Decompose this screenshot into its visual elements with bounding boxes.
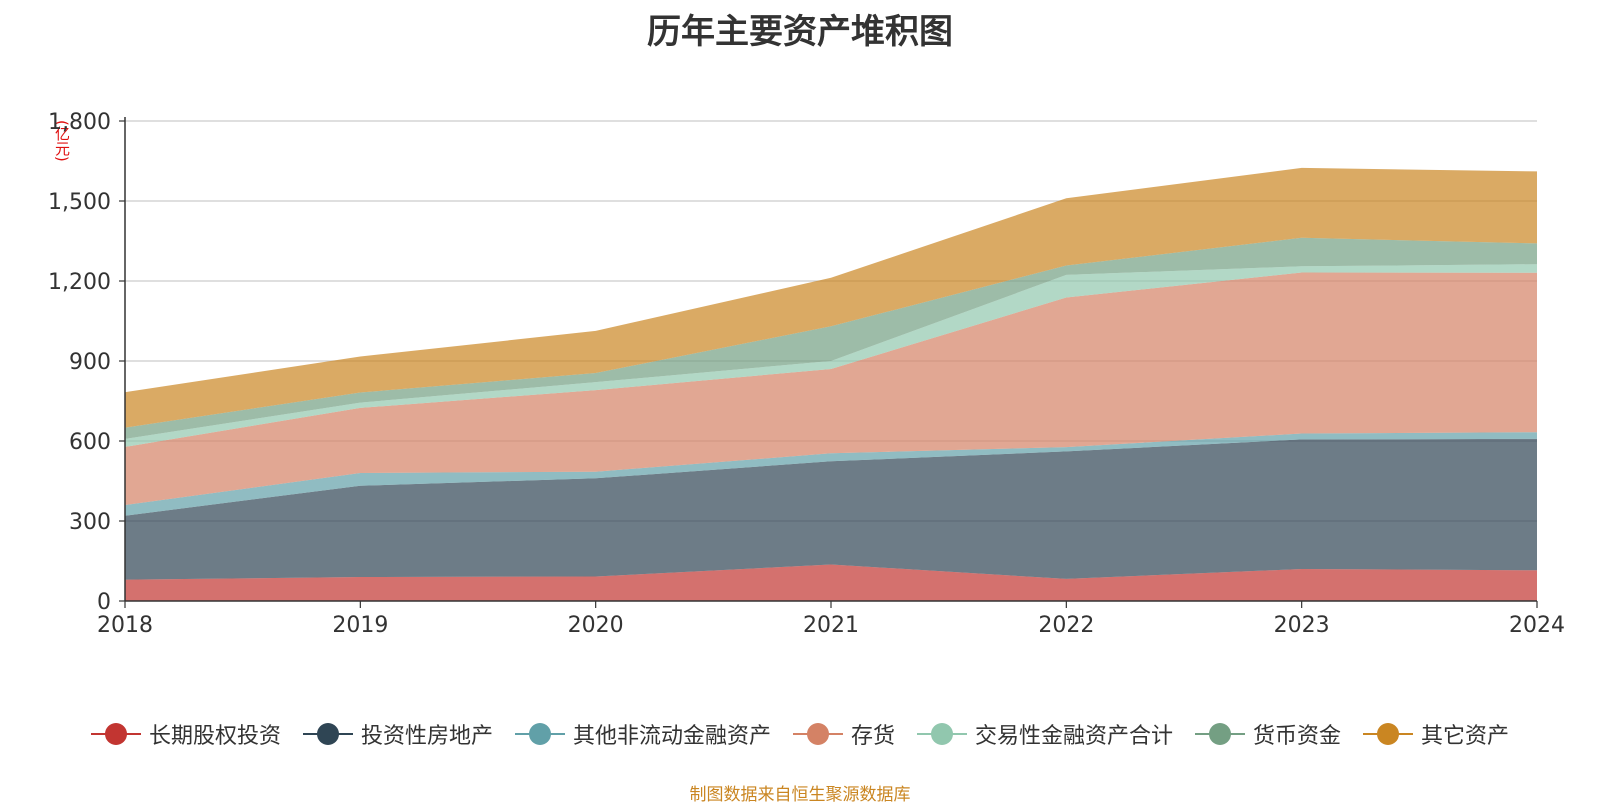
legend-marker-icon — [90, 722, 141, 746]
legend-marker-icon — [302, 722, 353, 746]
legend-item[interactable]: 货币资金 — [1195, 718, 1341, 750]
y-tick-label: 1,500 — [48, 190, 111, 215]
y-axis-unit-label: (亿元) — [53, 120, 71, 162]
legend-marker-icon — [1195, 722, 1246, 746]
y-tick-label: 300 — [69, 510, 111, 535]
x-tick-label: 2024 — [1509, 613, 1565, 638]
legend-label: 存货 — [850, 724, 895, 749]
legend-item[interactable]: 其他非流动金融资产 — [514, 718, 771, 750]
x-tick-label: 2020 — [568, 613, 624, 638]
x-tick-label: 2019 — [332, 613, 388, 638]
x-tick-label: 2018 — [97, 613, 153, 638]
source-note: 制图数据来自恒生聚源数据库 — [689, 785, 911, 805]
legend-item[interactable]: 投资性房地产 — [302, 718, 493, 750]
y-tick-label: 600 — [69, 430, 111, 455]
legend: 长期股权投资 投资性房地产 其他非流动金融资产 存货 交易性金融资产合计 货币资金 其它资产 — [0, 718, 1600, 750]
legend-item[interactable]: 长期股权投资 — [90, 718, 281, 750]
area-series-4 — [125, 272, 1537, 505]
legend-marker-icon — [1363, 722, 1414, 746]
area-series-2 — [125, 438, 1537, 580]
x-tick-label: 2023 — [1274, 613, 1330, 638]
area-series-6 — [125, 237, 1537, 439]
legend-item[interactable]: 存货 — [792, 718, 895, 750]
legend-marker-icon — [792, 722, 843, 746]
chart-title: 历年主要资产堆积图 — [647, 12, 953, 52]
legend-marker-icon — [514, 722, 565, 746]
legend-label: 投资性房地产 — [360, 724, 493, 749]
x-tick-label: 2021 — [803, 613, 859, 638]
x-tick-label: 2022 — [1038, 613, 1094, 638]
area-series-3 — [125, 432, 1537, 516]
area-series-layer — [125, 167, 1537, 601]
y-tick-label: 900 — [69, 350, 111, 375]
legend-label: 其他非流动金融资产 — [572, 724, 771, 749]
y-tick-label: 0 — [97, 590, 111, 615]
legend-label: 货币资金 — [1253, 724, 1342, 749]
legend-marker-icon — [917, 722, 967, 746]
legend-label: 长期股权投资 — [148, 724, 281, 749]
legend-item[interactable]: 交易性金融资产合计 — [917, 718, 1173, 750]
area-series-7 — [125, 167, 1537, 428]
legend-item[interactable]: 其它资产 — [1363, 718, 1509, 750]
area-series-1 — [125, 564, 1537, 601]
legend-label: 交易性金融资产合计 — [975, 724, 1174, 749]
y-tick-label: 1,800 — [48, 110, 111, 135]
y-tick-label: 1,200 — [48, 270, 111, 295]
axes: 0 300 600 900 1,200 1,500 1,800 2018 2019 2020 202… — [48, 110, 1565, 638]
legend-label: 其它资产 — [1421, 724, 1510, 749]
